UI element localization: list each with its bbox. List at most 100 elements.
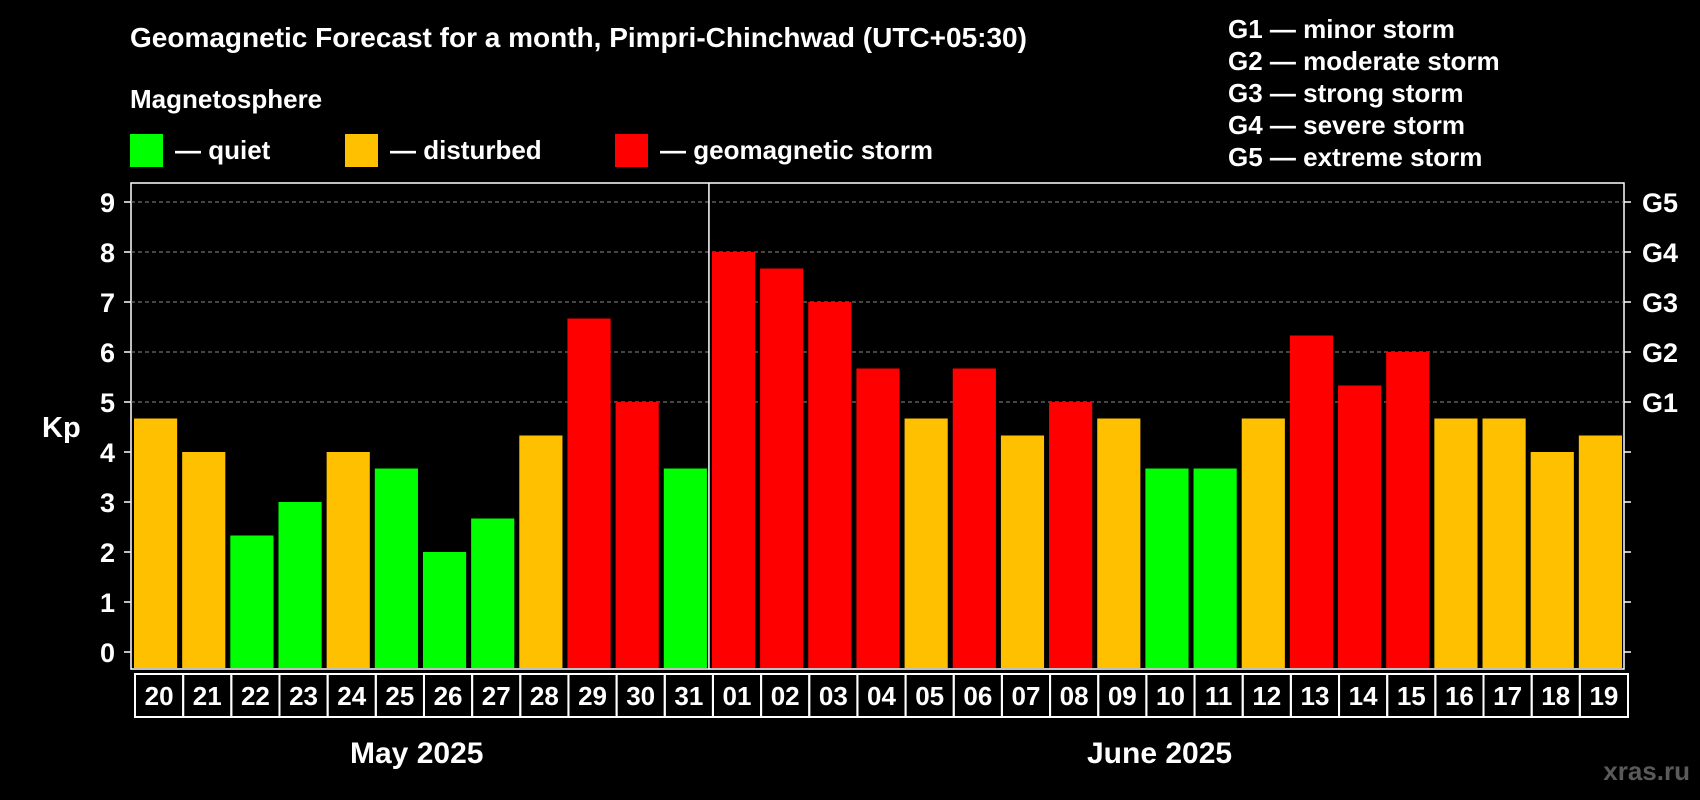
date-label-01: 01 (723, 681, 752, 711)
date-box-19 (1578, 673, 1630, 718)
bar-02 (760, 268, 804, 668)
bar-26 (422, 552, 467, 668)
y-tick-label-5: 5 (100, 388, 115, 418)
bar-14 (1338, 385, 1382, 668)
date-label-25: 25 (385, 681, 414, 711)
storm-scale-g1: G1 — minor storm (1228, 14, 1455, 44)
date-label-09: 09 (1108, 681, 1137, 711)
bar-08 (1049, 402, 1093, 668)
date-label-20: 20 (145, 681, 174, 711)
bar-09 (1097, 418, 1141, 668)
bar-16 (1434, 418, 1478, 668)
date-label-17: 17 (1493, 681, 1522, 711)
month-label-may: May 2025 (350, 737, 484, 770)
date-label-22: 22 (241, 681, 270, 711)
bar-10 (1145, 468, 1189, 668)
date-label-28: 28 (530, 681, 559, 711)
bar-15 (1386, 352, 1430, 668)
legend-storm: — geomagnetic storm (615, 133, 933, 167)
bar-04 (856, 368, 900, 668)
date-label-27: 27 (482, 681, 511, 711)
bar-05 (904, 418, 948, 668)
bar-25 (374, 468, 418, 668)
date-label-16: 16 (1445, 681, 1474, 711)
bar-06 (952, 368, 996, 668)
y-tick-label-7: 7 (100, 288, 115, 318)
bar-07 (1000, 435, 1045, 668)
date-label-31: 31 (674, 681, 703, 711)
bar-21 (182, 452, 226, 668)
bar-22 (230, 535, 274, 668)
y-tick-label-0: 0 (100, 638, 115, 668)
g-level-label-g1: G1 (1642, 388, 1678, 418)
bar-24 (326, 452, 370, 668)
date-label-19: 19 (1589, 681, 1618, 711)
date-label-08: 08 (1060, 681, 1089, 711)
bar-12 (1241, 418, 1285, 668)
bar-27 (471, 518, 515, 668)
y-tick-label-3: 3 (100, 488, 115, 518)
date-label-30: 30 (626, 681, 655, 711)
date-label-10: 10 (1156, 681, 1185, 711)
date-label-05: 05 (915, 681, 944, 711)
date-label-14: 14 (1349, 681, 1378, 711)
date-label-23: 23 (289, 681, 318, 711)
storm-scale-g3: G3 — strong storm (1228, 78, 1464, 108)
y-tick-label-4: 4 (100, 438, 115, 468)
chart-title: Geomagnetic Forecast for a month, Pimpri… (130, 22, 1027, 53)
date-label-18: 18 (1541, 681, 1570, 711)
date-label-11: 11 (1205, 681, 1233, 711)
storm-scale-g5: G5 — extreme storm (1228, 142, 1483, 172)
quiet-swatch (130, 133, 163, 167)
g-level-label-g3: G3 (1642, 288, 1678, 318)
bar-01 (711, 252, 756, 668)
bar-20 (134, 418, 178, 668)
y-axis-label: Kp (42, 412, 81, 444)
disturbed-swatch (345, 133, 378, 167)
g-level-label-g5: G5 (1642, 188, 1678, 218)
date-label-29: 29 (578, 681, 607, 711)
bar-13 (1289, 335, 1334, 668)
y-tick-label-6: 6 (100, 338, 115, 368)
bar-19 (1578, 435, 1622, 668)
legend-quiet: — quiet (130, 133, 270, 167)
bar-18 (1530, 452, 1574, 668)
date-label-15: 15 (1397, 681, 1426, 711)
legend-storm-label: — geomagnetic storm (660, 134, 934, 165)
date-label-06: 06 (963, 681, 992, 711)
date-label-24: 24 (337, 681, 366, 711)
month-label-june: June 2025 (1087, 737, 1233, 770)
storm-swatch (615, 133, 648, 167)
storm-scale-g2: G2 — moderate storm (1228, 46, 1500, 76)
bar-03 (808, 302, 852, 668)
y-tick-label-1: 1 (100, 588, 115, 618)
g-level-label-g2: G2 (1642, 338, 1678, 368)
date-label-02: 02 (771, 681, 800, 711)
legend-disturbed-label: — disturbed (390, 134, 542, 165)
bar-29 (567, 318, 611, 668)
date-label-04: 04 (867, 681, 896, 711)
date-label-03: 03 (819, 681, 848, 711)
bar-31 (663, 468, 707, 668)
legend-quiet-label: — quiet (175, 134, 271, 165)
date-label-21: 21 (193, 681, 222, 711)
bar-11 (1193, 468, 1237, 668)
y-tick-label-8: 8 (100, 238, 115, 268)
watermark: xras.ru (1603, 756, 1690, 786)
bar-28 (519, 435, 563, 668)
plot-frame (130, 182, 1625, 670)
legend-disturbed: — disturbed (345, 133, 542, 167)
date-label-12: 12 (1252, 681, 1281, 711)
date-label-26: 26 (434, 681, 463, 711)
bar-30 (615, 402, 659, 668)
bar-23 (278, 502, 322, 668)
legend-title: Magnetosphere (130, 84, 323, 114)
date-label-07: 07 (1012, 681, 1041, 711)
y-tick-label-2: 2 (100, 538, 115, 568)
storm-scale-g4: G4 — severe storm (1228, 110, 1466, 140)
g-level-label-g4: G4 (1642, 238, 1678, 268)
date-label-13: 13 (1300, 681, 1329, 711)
y-tick-label-9: 9 (100, 188, 115, 218)
bar-17 (1482, 418, 1526, 668)
